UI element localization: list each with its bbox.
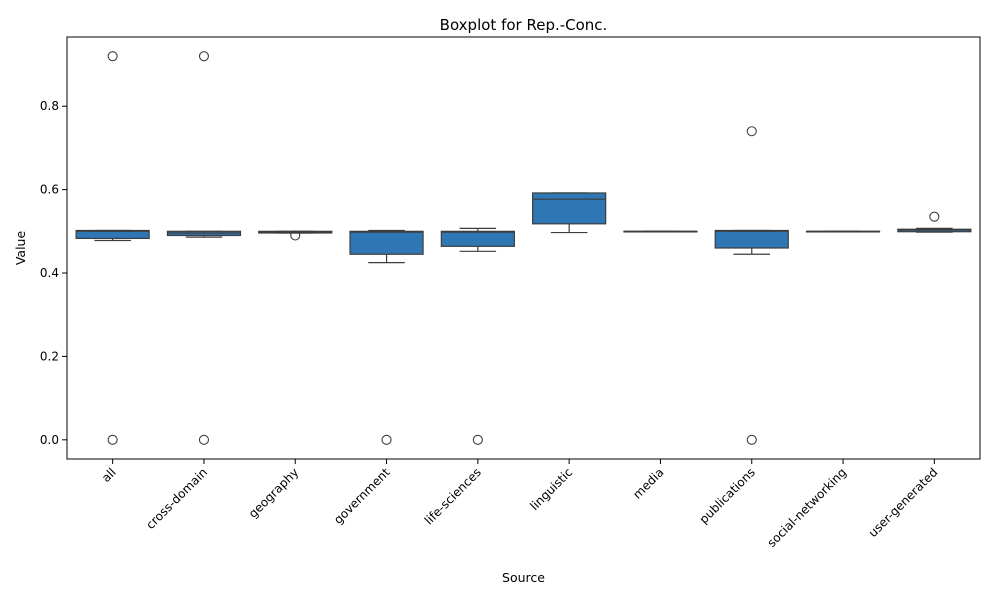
box-social-networking bbox=[805, 230, 881, 233]
outlier-point bbox=[746, 126, 757, 137]
outlier-point bbox=[381, 434, 392, 445]
plot-area bbox=[75, 51, 972, 445]
x-tick-label: publications bbox=[697, 465, 758, 526]
box-geography bbox=[258, 230, 333, 241]
outlier-point bbox=[198, 434, 209, 445]
outlier-point bbox=[198, 51, 209, 62]
box-all bbox=[75, 51, 150, 445]
outlier-point bbox=[472, 434, 483, 445]
y-axis: 0.0 0.2 0.4 0.6 0.8 bbox=[40, 99, 67, 447]
y-axis-label: Value bbox=[13, 231, 28, 266]
box-linguistic bbox=[532, 192, 607, 234]
y-tick-label: 0.4 bbox=[40, 266, 59, 280]
box-publications bbox=[714, 126, 789, 445]
plot-frame bbox=[66, 36, 981, 460]
outlier-point bbox=[107, 51, 118, 62]
box-life-sciences bbox=[440, 227, 515, 445]
box-iqr bbox=[349, 230, 424, 255]
y-tick-label: 0.2 bbox=[40, 349, 59, 363]
x-tick-label: life-sciences bbox=[422, 465, 484, 527]
x-axis-label: Source bbox=[502, 570, 545, 585]
x-axis: all cross-domain geography government life-s… bbox=[99, 459, 941, 550]
box-user-generated bbox=[897, 211, 972, 233]
box-government bbox=[349, 229, 424, 445]
x-tick-label: social-networking bbox=[764, 465, 849, 550]
x-tick-label: geography bbox=[246, 465, 302, 521]
outlier-point bbox=[746, 434, 757, 445]
outlier-point bbox=[107, 434, 118, 445]
outlier-point bbox=[929, 211, 940, 222]
x-tick-label: cross-domain bbox=[143, 465, 210, 532]
box-media bbox=[623, 230, 698, 233]
y-tick-label: 0.8 bbox=[40, 99, 59, 113]
box-iqr bbox=[714, 229, 789, 249]
chart-title: Boxplot for Rep.-Conc. bbox=[440, 16, 608, 34]
x-tick-label: government bbox=[331, 465, 393, 527]
y-tick-label: 0.0 bbox=[40, 433, 59, 447]
box-cross-domain bbox=[166, 51, 242, 445]
outlier-point bbox=[290, 230, 301, 241]
box-iqr bbox=[532, 192, 607, 225]
y-tick-label: 0.6 bbox=[40, 183, 59, 197]
x-tick-label: user-generated bbox=[866, 465, 941, 540]
box-iqr bbox=[75, 229, 150, 240]
x-tick-label: media bbox=[630, 465, 666, 501]
x-tick-label: linguistic bbox=[527, 465, 575, 513]
box-iqr bbox=[440, 230, 515, 247]
x-tick-label: all bbox=[99, 465, 119, 485]
